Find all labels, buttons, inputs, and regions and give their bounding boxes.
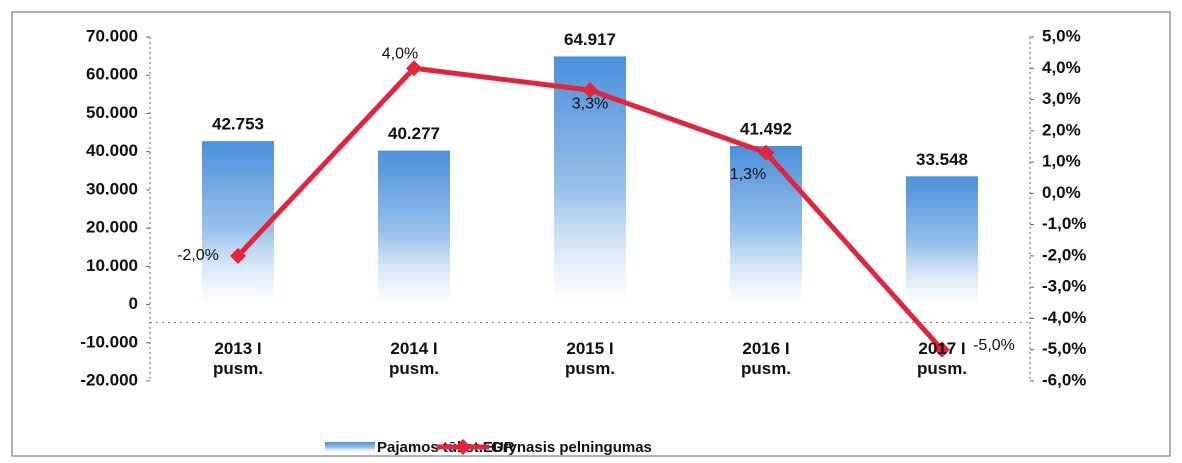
- legend-marker: [455, 439, 471, 455]
- y-tick-label: 40.000: [86, 141, 138, 160]
- y-tick-label: 20.000: [86, 218, 138, 237]
- bar-value-label: 41.492: [740, 119, 792, 138]
- line-marker: [406, 60, 422, 77]
- bar: [730, 145, 802, 305]
- line-value-label: -5,0%: [973, 337, 1015, 354]
- legend-swatch: [325, 442, 375, 452]
- line-marker: [934, 341, 950, 358]
- bar: [378, 150, 450, 305]
- line-value-label: 3,3%: [572, 95, 608, 112]
- y-tick-label: 60.000: [86, 65, 138, 84]
- y2-tick-label: -5,0%: [1042, 339, 1086, 358]
- line-value-label: 4,0%: [382, 45, 418, 62]
- bar-value-label: 40.277: [388, 124, 440, 143]
- y-tick-label: -10.000: [80, 332, 138, 351]
- y2-tick-label: -4,0%: [1042, 308, 1086, 327]
- x-tick-label: 2013 I pusm.: [212, 339, 264, 378]
- y-tick-label: 70.000: [86, 26, 138, 45]
- bar-value-label: 42.753: [212, 115, 264, 134]
- line-value-label: 1,3%: [730, 166, 766, 183]
- bar: [906, 176, 978, 305]
- y-tick-label: 0: [129, 294, 138, 313]
- x-tick-label: 2015 I pusm.: [564, 339, 616, 378]
- y2-tick-label: 2,0%: [1042, 120, 1081, 139]
- y2-tick-label: 4,0%: [1042, 58, 1081, 77]
- x-tick-label: 2017 I pusm.: [916, 339, 968, 378]
- line-marker: [230, 247, 246, 264]
- bar: [202, 141, 274, 305]
- bar-value-label: 33.548: [916, 150, 968, 169]
- y2-tick-label: 0,0%: [1042, 183, 1081, 202]
- x-tick-label: 2014 I pusm.: [388, 339, 440, 378]
- y2-tick-label: 3,0%: [1042, 89, 1081, 108]
- legend-label: Grynasis pelningumas: [491, 439, 652, 456]
- y-tick-label: 10.000: [86, 256, 138, 275]
- bar-value-label: 64.917: [564, 30, 616, 49]
- line-marker: [582, 82, 598, 99]
- y2-tick-label: -6,0%: [1042, 370, 1086, 389]
- y2-tick-label: 1,0%: [1042, 152, 1081, 171]
- y-tick-label: -20.000: [80, 370, 138, 389]
- y2-tick-label: -3,0%: [1042, 277, 1086, 296]
- y2-tick-label: -1,0%: [1042, 214, 1086, 233]
- x-tick-label: 2016 I pusm.: [740, 339, 792, 378]
- y-tick-label: 30.000: [86, 179, 138, 198]
- chart-frame: [11, 11, 1171, 457]
- line-marker: [758, 144, 774, 161]
- line-value-label: -2,0%: [177, 247, 219, 264]
- y2-tick-label: -2,0%: [1042, 245, 1086, 264]
- y-tick-label: 50.000: [86, 103, 138, 122]
- y2-tick-label: 5,0%: [1042, 26, 1081, 45]
